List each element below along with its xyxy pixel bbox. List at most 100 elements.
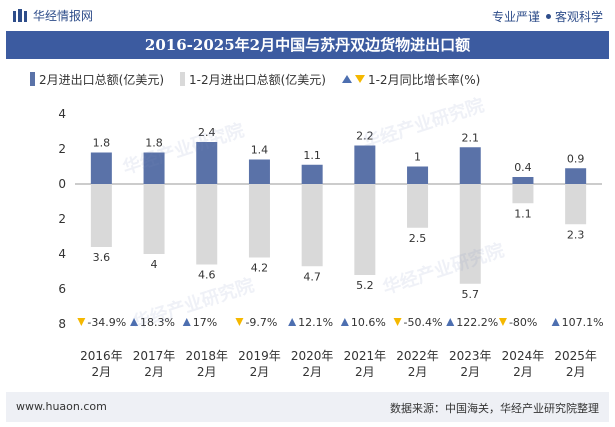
footer-site-link[interactable]: www.huaon.com	[16, 400, 107, 413]
data-label-feb-total: 1.1	[303, 149, 321, 162]
top-bar: 华经情报网 专业严谨 客观科学	[0, 0, 615, 30]
bar-feb-total	[90, 152, 112, 184]
y-tick-label: 8	[58, 317, 66, 331]
data-label-growth: 12.1%	[298, 316, 333, 329]
brand[interactable]: 华经情报网	[12, 7, 93, 24]
tagline: 专业严谨 客观科学	[492, 8, 603, 25]
data-label-feb-total: 0.9	[567, 152, 585, 165]
bar-jan-feb-total	[354, 184, 376, 275]
data-label-jan-feb-total: 4.2	[251, 262, 269, 275]
data-label-jan-feb-total: 2.3	[567, 228, 585, 241]
bar-jan-feb-total	[459, 184, 481, 284]
x-tick-label: 2023年	[449, 349, 492, 363]
bar-jan-feb-total	[248, 184, 270, 258]
bar-jan-feb-total	[565, 184, 587, 225]
x-tick-label: 2021年	[344, 349, 387, 363]
footer-source: 数据来源：中国海关，华经产业研究院整理	[390, 402, 599, 415]
legend-item-feb-total: 2月进出口总额(亿美元)	[30, 71, 164, 88]
data-label-growth: -34.9%	[87, 316, 126, 329]
data-label-jan-feb-total: 5.2	[356, 279, 374, 292]
x-tick-label: 2月	[302, 365, 322, 379]
bar-feb-total	[196, 142, 218, 184]
data-label-jan-feb-total: 1.1	[514, 207, 532, 220]
brand-name: 华经情报网	[33, 9, 94, 23]
x-tick-label: 2016年	[80, 349, 123, 363]
data-label-growth: 18.3%	[140, 316, 175, 329]
bar-feb-total	[354, 145, 376, 184]
bullet-dot-icon	[545, 14, 551, 19]
data-label-jan-feb-total: 4.7	[303, 270, 321, 283]
growth-down-marker	[393, 318, 402, 326]
x-tick-label: 2月	[92, 365, 112, 379]
growth-up-marker	[340, 318, 349, 326]
data-label-growth: -80%	[509, 316, 537, 329]
bar-feb-total	[407, 166, 429, 184]
growth-up-marker	[551, 318, 560, 326]
bar-feb-total	[565, 168, 587, 184]
legend-label-feb-total: 2月进出口总额(亿美元)	[39, 72, 164, 87]
legend-label-jan-feb-total: 1-2月进出口总额(亿美元)	[189, 72, 326, 87]
bar-feb-total	[301, 164, 323, 184]
brand-logo-icon	[13, 8, 27, 22]
data-label-growth: -50.4%	[404, 316, 443, 329]
legend-swatch-blue	[30, 72, 35, 86]
data-label-growth: 122.2%	[456, 316, 498, 329]
data-label-jan-feb-total: 5.7	[462, 288, 480, 301]
data-label-jan-feb-total: 3.6	[93, 251, 111, 264]
x-tick-label: 2024年	[502, 349, 545, 363]
bar-jan-feb-total	[512, 184, 534, 204]
data-label-growth: 10.6%	[351, 316, 386, 329]
data-label-growth: -9.7%	[245, 316, 277, 329]
triangle-up-icon	[341, 75, 352, 83]
growth-down-marker	[77, 318, 86, 326]
data-label-growth: 17%	[193, 316, 217, 329]
growth-up-marker	[182, 318, 191, 326]
tagline-left: 专业严谨	[491, 10, 540, 24]
x-tick-label: 2月	[408, 365, 428, 379]
y-tick-label: 0	[58, 177, 66, 191]
triangle-down-icon	[354, 75, 365, 83]
data-label-feb-total: 0.4	[514, 161, 532, 174]
bar-feb-total	[248, 159, 270, 184]
bar-feb-total	[459, 147, 481, 184]
legend-label-growth: 1-2月同比增长率(%)	[367, 72, 481, 87]
bar-jan-feb-total	[90, 184, 112, 247]
y-tick-label: 2	[58, 212, 66, 226]
x-tick-label: 2017年	[133, 349, 176, 363]
data-label-feb-total: 2.1	[462, 131, 480, 144]
data-label-feb-total: 1.4	[251, 144, 269, 157]
growth-up-marker	[288, 318, 297, 326]
growth-up-marker	[130, 318, 139, 326]
x-tick-label: 2020年	[291, 349, 334, 363]
data-label-jan-feb-total: 4	[151, 258, 158, 271]
x-tick-label: 2月	[144, 365, 164, 379]
x-tick-label: 2022年	[396, 349, 439, 363]
growth-down-marker	[235, 318, 244, 326]
x-tick-label: 2月	[197, 365, 217, 379]
x-tick-label: 2月	[355, 365, 375, 379]
chart-title: 2016-2025年2月中国与苏丹双边货物进出口额	[6, 31, 609, 59]
data-label-feb-total: 1	[414, 151, 421, 164]
bar-jan-feb-total	[143, 184, 165, 254]
legend-swatch-gray	[180, 72, 185, 86]
data-label-feb-total: 2.4	[198, 126, 216, 139]
x-tick-label: 2月	[566, 365, 586, 379]
x-tick-label: 2月	[460, 365, 480, 379]
growth-down-marker	[498, 318, 507, 326]
x-tick-label: 2025年	[554, 349, 597, 363]
bar-jan-feb-total	[301, 184, 323, 267]
growth-up-marker	[446, 318, 455, 326]
data-label-feb-total: 1.8	[145, 137, 163, 150]
data-label-jan-feb-total: 2.5	[409, 232, 427, 245]
chart-legend: 2月进出口总额(亿美元) 1-2月进出口总额(亿美元) 1-2月同比增长率(%)	[30, 71, 496, 87]
data-label-jan-feb-total: 4.6	[198, 269, 216, 282]
y-tick-label: 4	[58, 107, 66, 121]
bar-jan-feb-total	[196, 184, 218, 265]
data-label-feb-total: 1.8	[93, 137, 111, 150]
x-tick-label: 2月	[250, 365, 270, 379]
legend-item-growth: 1-2月同比增长率(%)	[341, 71, 481, 88]
data-label-feb-total: 2.2	[356, 130, 374, 143]
bar-feb-total	[512, 177, 534, 184]
